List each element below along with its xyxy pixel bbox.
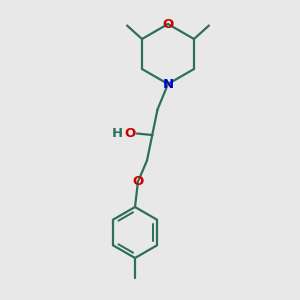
Text: O: O (132, 175, 144, 188)
Text: O: O (125, 127, 136, 140)
Text: H: H (112, 127, 123, 140)
Text: O: O (162, 17, 174, 31)
Text: N: N (162, 77, 174, 91)
